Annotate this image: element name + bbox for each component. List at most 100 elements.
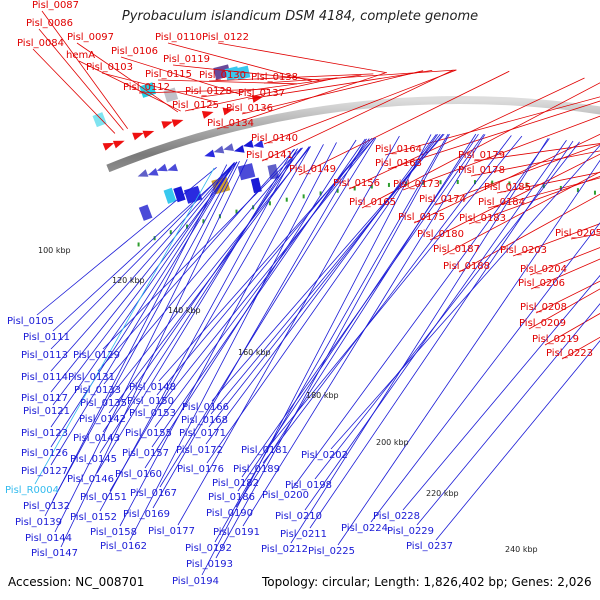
gene-label-pisl_0134[interactable]: Pisl_0134 <box>207 118 254 129</box>
gene-label-pisl_0137[interactable]: Pisl_0137 <box>238 88 285 99</box>
gene-label-pisl_0204[interactable]: Pisl_0204 <box>520 264 567 275</box>
gene-label-pisl_0111[interactable]: Pisl_0111 <box>23 332 70 343</box>
gene-label-pisl_0144[interactable]: Pisl_0144 <box>25 533 72 544</box>
gene-label-pisl_0190[interactable]: Pisl_0190 <box>206 508 253 519</box>
gene-label-pisl_0205[interactable]: Pisl_0205 <box>555 228 600 239</box>
gene-label-pisl_0183[interactable]: Pisl_0183 <box>459 213 506 224</box>
gene-label-pisl_0114[interactable]: Pisl_0114 <box>21 372 68 383</box>
gene-label-pisl_0106[interactable]: Pisl_0106 <box>111 46 158 57</box>
gene-label-pisl_0186[interactable]: Pisl_0186 <box>208 492 255 503</box>
gene-label-pisl_0224[interactable]: Pisl_0224 <box>341 523 388 534</box>
gene-label-pisl_0122[interactable]: Pisl_0122 <box>202 32 249 43</box>
gene-label-pisl_0209[interactable]: Pisl_0209 <box>519 318 566 329</box>
gene-label-pisl_0181[interactable]: Pisl_0181 <box>241 445 288 456</box>
gene-label-pisl_0172[interactable]: Pisl_0172 <box>176 445 223 456</box>
gene-label-pisl_0192[interactable]: Pisl_0192 <box>185 543 232 554</box>
gene-label-pisl_0131[interactable]: Pisl_0131 <box>68 372 115 383</box>
gene-label-pisl_0117[interactable]: Pisl_0117 <box>21 393 68 404</box>
gene-label-pisl_0175[interactable]: Pisl_0175 <box>398 212 445 223</box>
gene-label-pisl_0147[interactable]: Pisl_0147 <box>31 548 78 559</box>
gene-label-pisl_0149[interactable]: Pisl_0149 <box>289 164 336 175</box>
gene-label-pisl_0136[interactable]: Pisl_0136 <box>226 103 273 114</box>
gene-label-pisl_0113[interactable]: Pisl_0113 <box>21 350 68 361</box>
gene-label-pisl_0225[interactable]: Pisl_0225 <box>308 546 355 557</box>
gene-label-pisl_0180[interactable]: Pisl_0180 <box>417 229 464 240</box>
gene-label-pisl_0182[interactable]: Pisl_0182 <box>212 478 259 489</box>
gene-label-pisl_0132[interactable]: Pisl_0132 <box>23 501 70 512</box>
gene-label-pisl_0173[interactable]: Pisl_0173 <box>393 179 440 190</box>
gene-label-pisl_0157[interactable]: Pisl_0157 <box>122 448 169 459</box>
gene-label-pisl_0155[interactable]: Pisl_0155 <box>125 428 172 439</box>
gene-label-pisl_0166[interactable]: Pisl_0166 <box>182 402 229 413</box>
gene-label-pisl_0212[interactable]: Pisl_0212 <box>261 544 308 555</box>
gene-label-pisl_0176[interactable]: Pisl_0176 <box>177 464 224 475</box>
gene-label-pisl_0228[interactable]: Pisl_0228 <box>373 511 420 522</box>
gene-label-pisl_0178[interactable]: Pisl_0178 <box>458 165 505 176</box>
gene-label-pisl_0156[interactable]: Pisl_0156 <box>333 178 380 189</box>
gene-label-pisl_0162[interactable]: Pisl_0162 <box>100 541 147 552</box>
gene-label-pisl_0152[interactable]: Pisl_0152 <box>70 512 117 523</box>
gene-label-pisl_0211[interactable]: Pisl_0211 <box>280 529 327 540</box>
gene-label-pisl_0174[interactable]: Pisl_0174 <box>419 194 466 205</box>
gene-label-pisl_0198[interactable]: Pisl_0198 <box>285 480 332 491</box>
gene-label-pisl_0121[interactable]: Pisl_0121 <box>23 406 70 417</box>
gene-label-pisl_0151[interactable]: Pisl_0151 <box>80 492 127 503</box>
gene-label-pisl_0148[interactable]: Pisl_0148 <box>129 382 176 393</box>
gene-label-pisl_0140[interactable]: Pisl_0140 <box>251 133 298 144</box>
gene-label-pisl_0168[interactable]: Pisl_0168 <box>181 415 228 426</box>
gene-label-pisl_0208[interactable]: Pisl_0208 <box>520 302 567 313</box>
gene-label-pisl_0189[interactable]: Pisl_0189 <box>233 464 280 475</box>
gene-label-pisl_0163[interactable]: Pisl_0163 <box>375 158 422 169</box>
gene-label-pisl_0110[interactable]: Pisl_0110 <box>155 32 202 43</box>
gene-label-pisl_0200[interactable]: Pisl_0200 <box>262 490 309 501</box>
gene-label-pisl_0160[interactable]: Pisl_0160 <box>115 469 162 480</box>
gene-label-pisl_0219[interactable]: Pisl_0219 <box>532 334 579 345</box>
gene-label-pisl_0115[interactable]: Pisl_0115 <box>145 69 192 80</box>
gene-label-pisl_0179[interactable]: Pisl_0179 <box>458 150 505 161</box>
gene-label-pisl_0123[interactable]: Pisl_0123 <box>21 428 68 439</box>
gene-label-pisl_0229[interactable]: Pisl_0229 <box>387 526 434 537</box>
gene-label-pisl_0146[interactable]: Pisl_0146 <box>67 474 114 485</box>
gene-label-pisl_0164[interactable]: Pisl_0164 <box>375 144 422 155</box>
gene-label-pisl_0188[interactable]: Pisl_0188 <box>443 261 490 272</box>
gene-label-pisl_0191[interactable]: Pisl_0191 <box>213 527 260 538</box>
gene-label-pisl_0133[interactable]: Pisl_0133 <box>74 385 121 396</box>
gene-label-pisl_0153[interactable]: Pisl_0153 <box>129 408 176 419</box>
gene-label-pisl_0135[interactable]: Pisl_0135 <box>80 398 127 409</box>
gene-label-pisl_r0004[interactable]: Pisl_R0004 <box>5 485 59 496</box>
gene-label-pisl_0194[interactable]: Pisl_0194 <box>172 576 219 587</box>
gene-label-pisl_0139[interactable]: Pisl_0139 <box>15 517 62 528</box>
gene-label-pisl_0203[interactable]: Pisl_0203 <box>500 245 547 256</box>
gene-label-pisl_0103[interactable]: Pisl_0103 <box>86 62 133 73</box>
gene-label-pisl_0125[interactable]: Pisl_0125 <box>172 100 219 111</box>
gene-label-pisl_0158[interactable]: Pisl_0158 <box>90 527 137 538</box>
gene-label-pisl_0097[interactable]: Pisl_0097 <box>67 32 114 43</box>
gene-label-pisl_0184[interactable]: Pisl_0184 <box>478 197 525 208</box>
gene-label-pisl_0143[interactable]: Pisl_0143 <box>73 433 120 444</box>
gene-label-pisl_0223[interactable]: Pisl_0223 <box>546 348 593 359</box>
gene-label-pisl_0141[interactable]: Pisl_0141 <box>246 150 293 161</box>
gene-label-pisl_0210[interactable]: Pisl_0210 <box>275 511 322 522</box>
gene-label-pisl_0112[interactable]: Pisl_0112 <box>123 82 170 93</box>
gene-label-pisl_0177[interactable]: Pisl_0177 <box>148 526 195 537</box>
gene-label-pisl_0129[interactable]: Pisl_0129 <box>73 350 120 361</box>
gene-label-pisl_0187[interactable]: Pisl_0187 <box>433 244 480 255</box>
gene-label-pisl_0150[interactable]: Pisl_0150 <box>127 396 174 407</box>
gene-label-pisl_0084[interactable]: Pisl_0084 <box>17 38 64 49</box>
gene-label-pisl_0119[interactable]: Pisl_0119 <box>163 54 210 65</box>
gene-label-pisl_0145[interactable]: Pisl_0145 <box>70 454 117 465</box>
gene-label-pisl_0193[interactable]: Pisl_0193 <box>186 559 233 570</box>
gene-label-pisl_0130[interactable]: Pisl_0130 <box>199 70 246 81</box>
gene-label-pisl_0105[interactable]: Pisl_0105 <box>7 316 54 327</box>
gene-label-pisl_0086[interactable]: Pisl_0086 <box>26 18 73 29</box>
gene-label-pisl_0138[interactable]: Pisl_0138 <box>251 72 298 83</box>
gene-label-pisl_0165[interactable]: Pisl_0165 <box>349 197 396 208</box>
gene-label-pisl_0202[interactable]: Pisl_0202 <box>301 450 348 461</box>
gene-label-pisl_0127[interactable]: Pisl_0127 <box>21 466 68 477</box>
gene-label-pisl_0087[interactable]: Pisl_0087 <box>32 0 79 11</box>
gene-label-pisl_0169[interactable]: Pisl_0169 <box>123 509 170 520</box>
gene-label-hema[interactable]: hemA <box>66 50 95 61</box>
gene-label-pisl_0167[interactable]: Pisl_0167 <box>130 488 177 499</box>
gene-label-pisl_0206[interactable]: Pisl_0206 <box>518 278 565 289</box>
gene-label-pisl_0142[interactable]: Pisl_0142 <box>79 414 126 425</box>
